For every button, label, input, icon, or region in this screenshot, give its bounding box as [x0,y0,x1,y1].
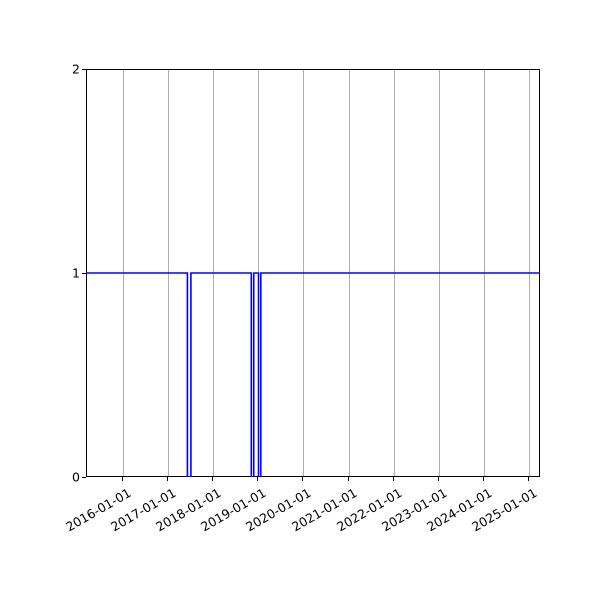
xtick-mark-2025 [528,477,529,481]
xtick-mark-2019 [257,477,258,481]
gridline-2020 [303,70,304,476]
xtick-mark-2023 [438,477,439,481]
ytick-label-1: 1 [72,265,80,281]
gridline-2021 [349,70,350,476]
ytick-mark-1 [82,273,86,274]
xtick-mark-2021 [348,477,349,481]
gridline-2022 [394,70,395,476]
ytick-mark-2 [82,69,86,70]
gridline-2024 [484,70,485,476]
xtick-mark-2024 [483,477,484,481]
gridline-2023 [439,70,440,476]
xtick-mark-2018 [212,477,213,481]
ytick-label-0: 0 [72,469,80,485]
gridline-2017 [168,70,169,476]
xtick-mark-2016 [122,477,123,481]
ytick-mark-0 [82,477,86,478]
xtick-mark-2017 [167,477,168,481]
gridline-2018 [213,70,214,476]
gridline-2016 [123,70,124,476]
ytick-label-2: 2 [72,61,80,77]
gridline-2025 [529,70,530,476]
xtick-mark-2020 [302,477,303,481]
xtick-mark-2022 [393,477,394,481]
gridline-2019 [258,70,259,476]
plot-area [86,69,540,477]
